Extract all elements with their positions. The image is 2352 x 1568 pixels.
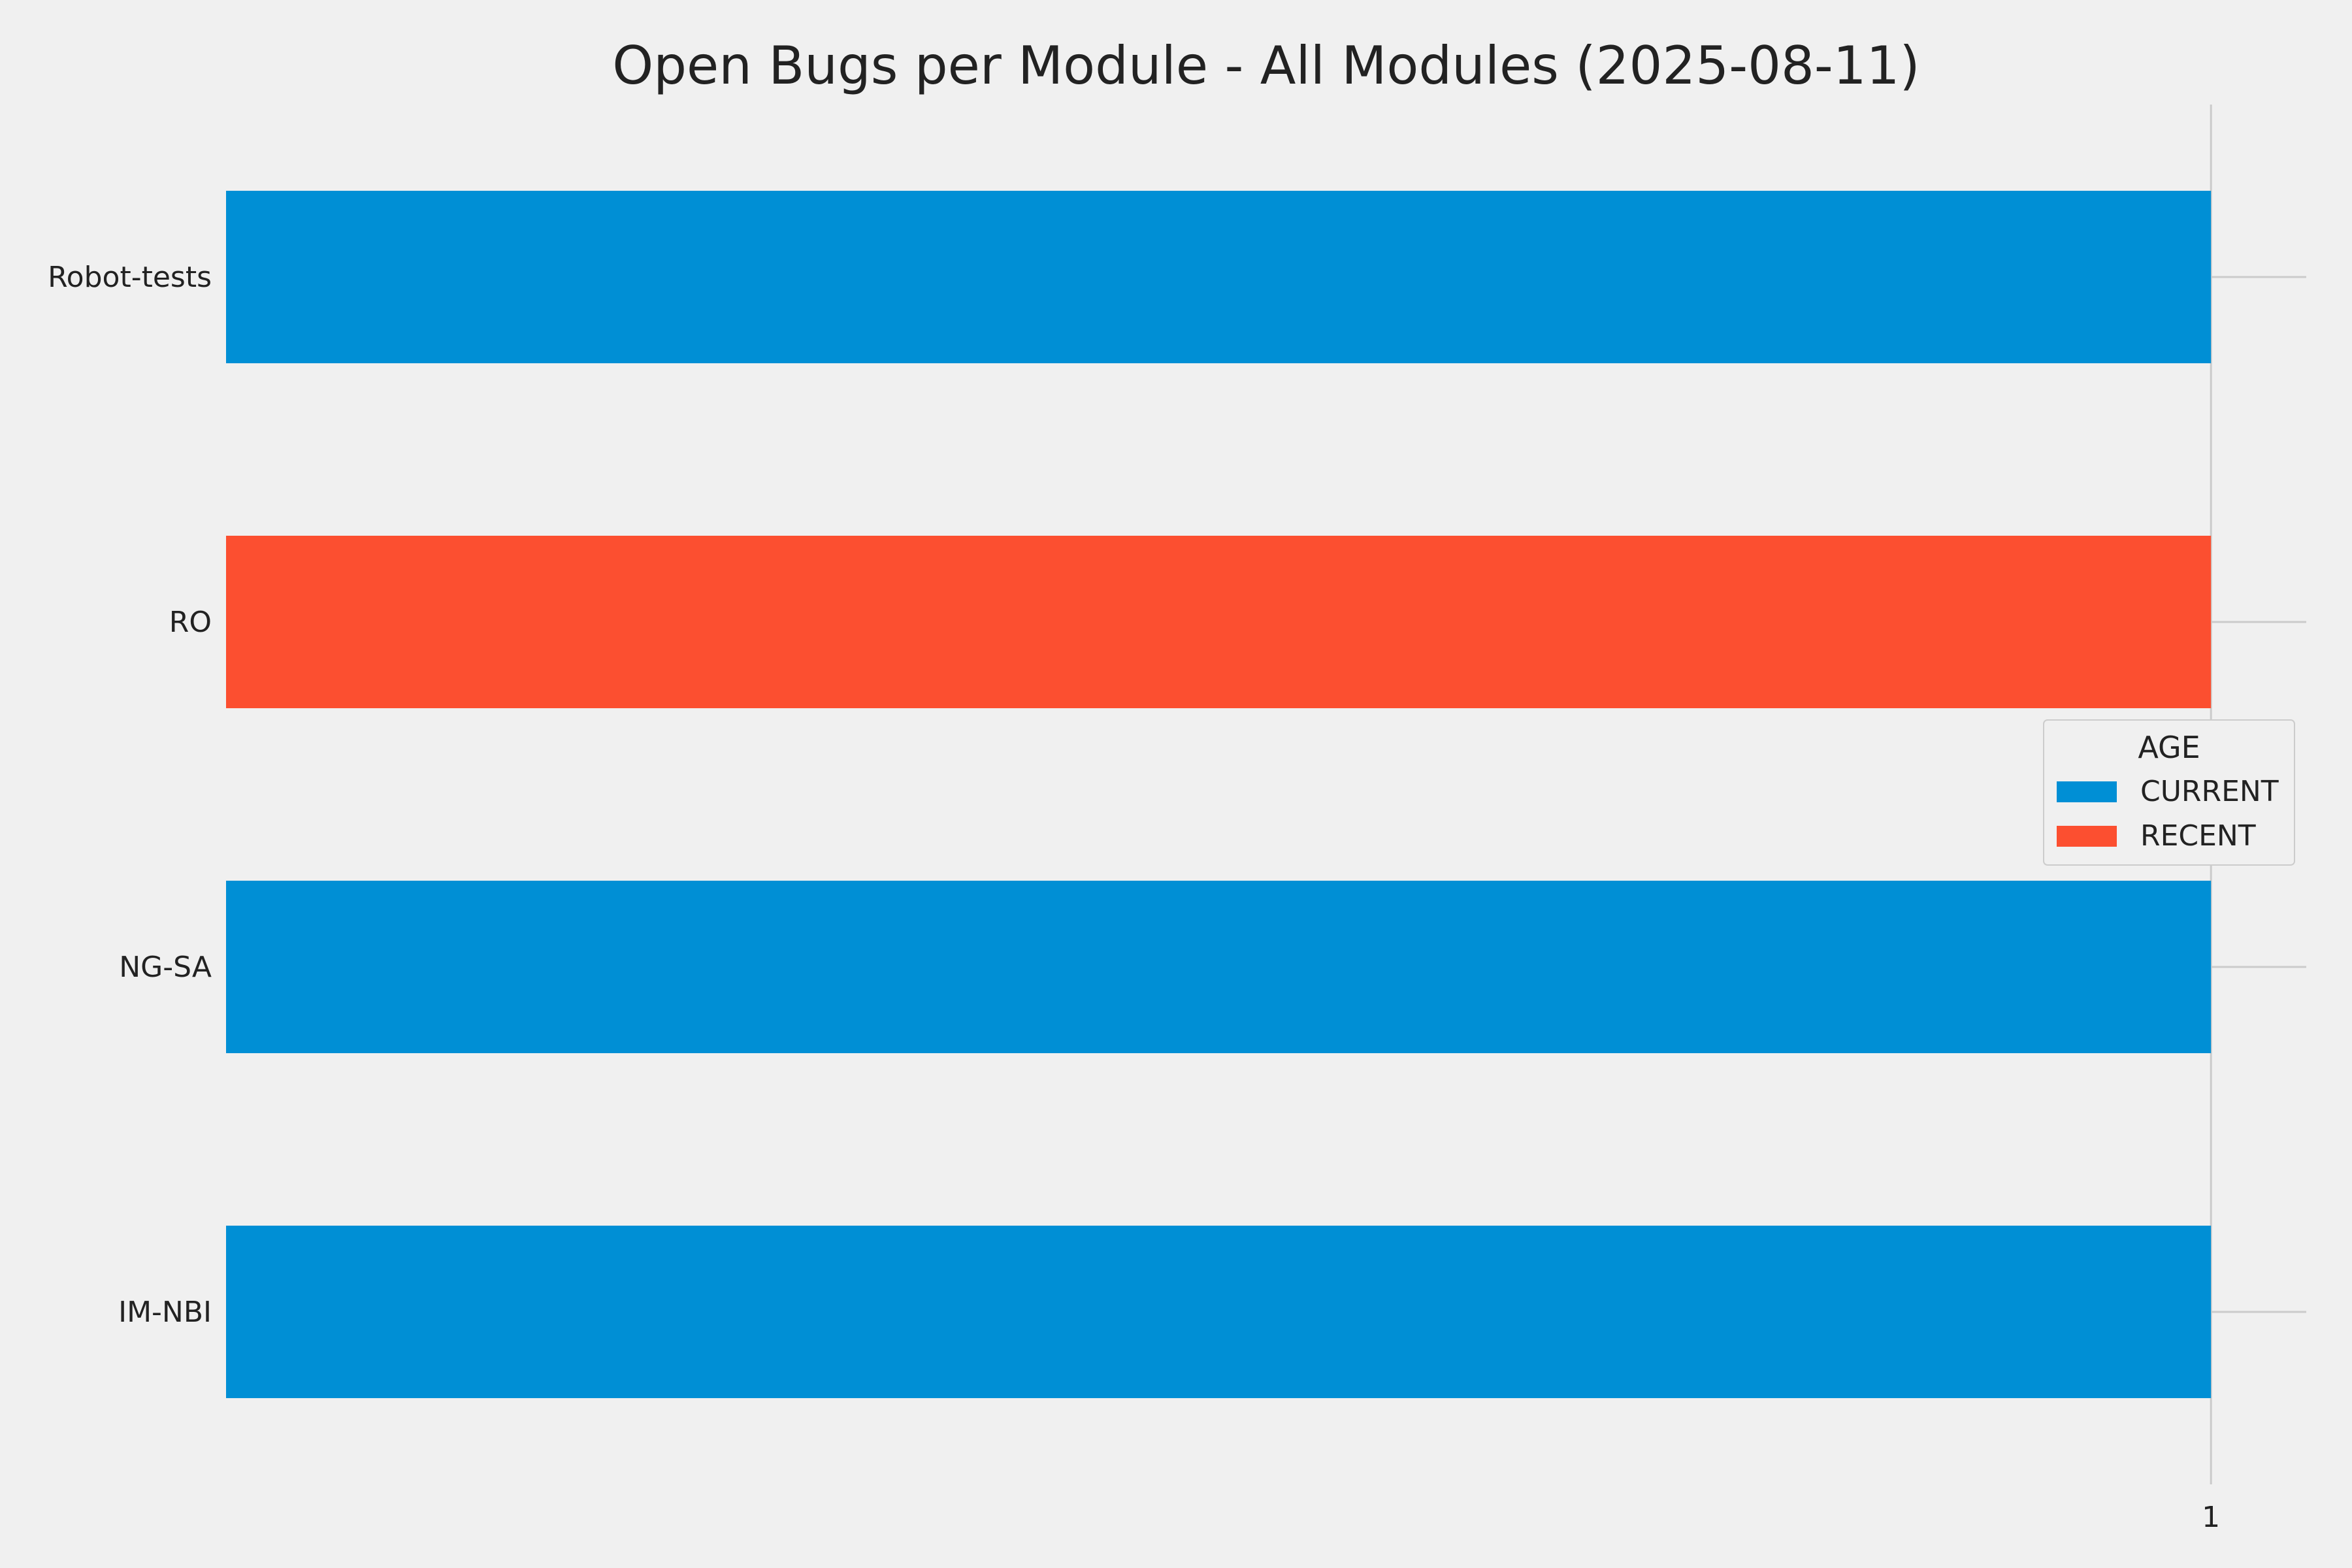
y-tick-label: IM-NBI [118, 1296, 212, 1329]
y-tick-label: Robot-tests [48, 261, 212, 294]
legend-title: AGE [2138, 730, 2200, 765]
y-tick-label: NG-SA [119, 951, 212, 984]
legend-swatch-current [2057, 781, 2117, 802]
bar-current-im-nbi [226, 1226, 2212, 1398]
chart-title: Open Bugs per Module - All Modules (2025… [612, 35, 1919, 96]
x-axis-tick-labels: 1 [2202, 1501, 2220, 1534]
x-tick-label: 1 [2202, 1501, 2220, 1534]
bar-current-ng-sa [226, 881, 2212, 1053]
bar-current-robot-tests [226, 191, 2212, 363]
y-tick-label: RO [169, 606, 212, 639]
bar-recent-ro [226, 536, 2212, 708]
y-axis-tick-labels: Robot-tests RO NG-SA IM-NBI [48, 261, 212, 1329]
legend-label-current: CURRENT [2140, 775, 2279, 808]
bars [226, 191, 2212, 1398]
legend-swatch-recent [2057, 826, 2117, 847]
legend-label-recent: RECENT [2140, 819, 2256, 853]
legend: AGE CURRENT RECENT [2043, 719, 2295, 866]
